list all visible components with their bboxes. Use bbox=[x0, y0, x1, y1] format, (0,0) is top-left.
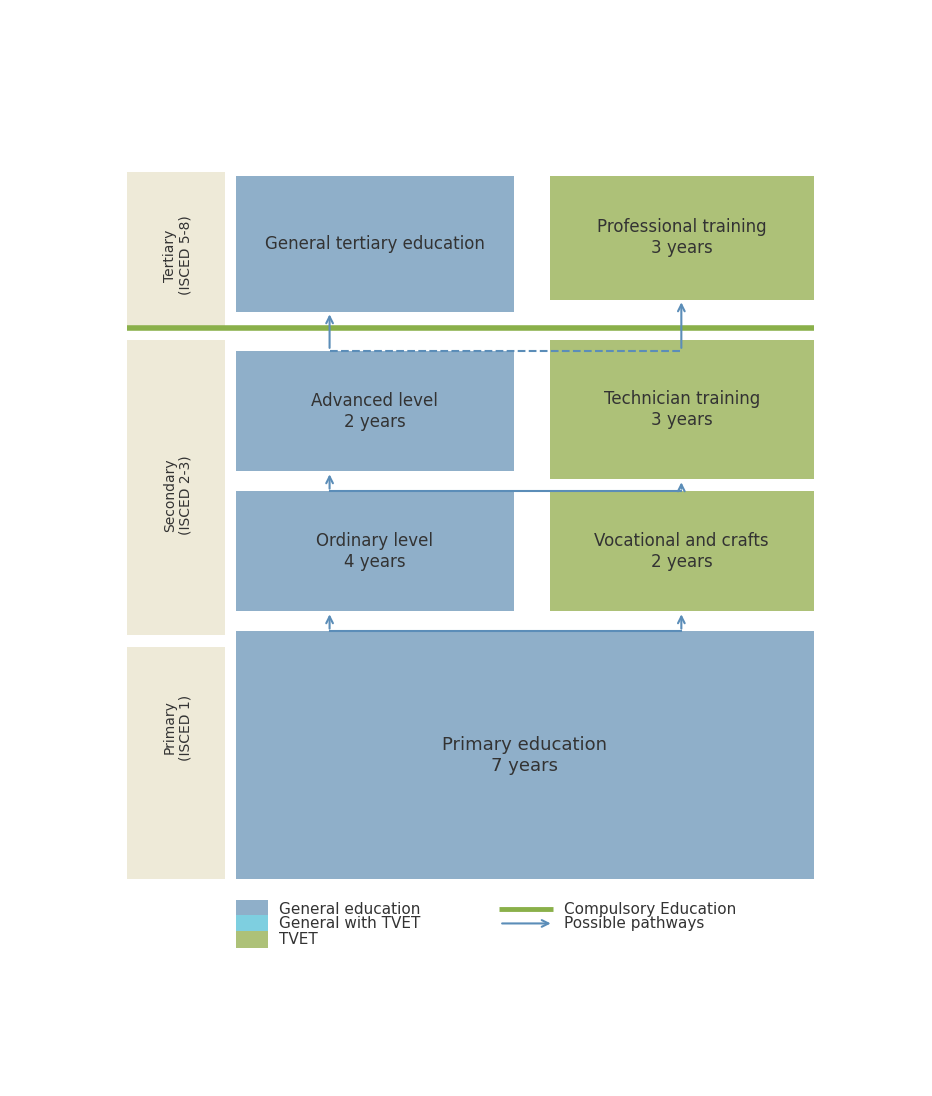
Text: Compulsory Education: Compulsory Education bbox=[565, 902, 736, 916]
Text: Possible pathways: Possible pathways bbox=[565, 916, 705, 931]
Bar bbox=[550, 491, 814, 612]
Text: Primary
(ISCED 1): Primary (ISCED 1) bbox=[163, 695, 193, 761]
Text: Professional training
3 years: Professional training 3 years bbox=[596, 218, 766, 256]
Text: Tertiary
(ISCED 5-8): Tertiary (ISCED 5-8) bbox=[163, 216, 193, 296]
Text: Vocational and crafts
2 years: Vocational and crafts 2 years bbox=[595, 532, 769, 571]
Text: General tertiary education: General tertiary education bbox=[265, 235, 485, 252]
Bar bbox=[128, 340, 225, 636]
Text: Technician training
3 years: Technician training 3 years bbox=[604, 390, 760, 429]
Bar bbox=[128, 648, 225, 879]
Bar bbox=[550, 175, 814, 299]
Text: TVET: TVET bbox=[279, 932, 318, 947]
Bar bbox=[236, 175, 514, 311]
Bar bbox=[236, 491, 514, 612]
Text: General with TVET: General with TVET bbox=[279, 916, 420, 931]
Bar bbox=[128, 171, 225, 328]
Bar bbox=[550, 340, 814, 479]
Bar bbox=[236, 900, 268, 917]
Text: General education: General education bbox=[279, 902, 420, 916]
Bar bbox=[236, 631, 814, 879]
Bar bbox=[236, 352, 514, 471]
Text: Secondary
(ISCED 2-3): Secondary (ISCED 2-3) bbox=[163, 456, 193, 535]
Bar bbox=[236, 931, 268, 948]
Bar bbox=[236, 915, 268, 933]
Text: Primary education
7 years: Primary education 7 years bbox=[442, 737, 607, 775]
Text: Advanced level
2 years: Advanced level 2 years bbox=[311, 392, 438, 431]
Text: Ordinary level
4 years: Ordinary level 4 years bbox=[316, 532, 433, 571]
